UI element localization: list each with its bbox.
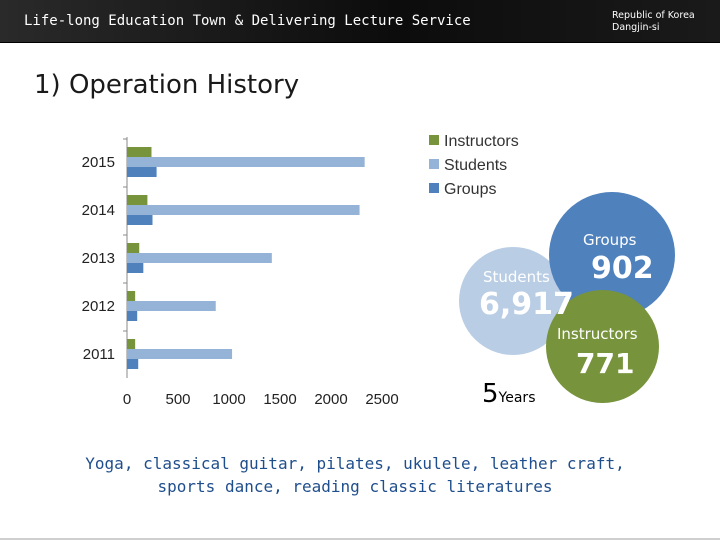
bottom-divider	[0, 538, 720, 540]
x-tick-label: 1000	[212, 391, 245, 408]
legend-label-instructors: Instructors	[444, 133, 519, 150]
bar-groups	[127, 167, 157, 177]
y-tick-label: 2015	[82, 154, 115, 171]
instructors-label: Instructors	[557, 325, 638, 343]
bar-instructors	[127, 339, 136, 349]
x-tick-label: 1500	[263, 391, 296, 408]
organization-country: Republic of Korea	[612, 10, 695, 21]
bar-students	[127, 205, 360, 215]
years-unit: Years	[498, 390, 536, 406]
section-title: 1) Operation History	[34, 70, 300, 100]
x-tick-label: 0	[123, 391, 131, 408]
bar-instructors	[127, 147, 152, 157]
header-title: Life-long Education Town & Delivering Le…	[24, 13, 471, 29]
organization-city: Dangjin-si	[612, 22, 660, 33]
years-label: 5Years	[482, 379, 535, 409]
legend-label-students: Students	[444, 157, 507, 174]
y-tick-label: 2013	[82, 250, 115, 267]
years-number: 5	[482, 379, 499, 409]
students-value: 6,917	[479, 287, 574, 322]
y-tick-label: 2012	[82, 298, 115, 315]
bar-groups	[127, 359, 139, 369]
header-bar: Life-long Education Town & Delivering Le…	[0, 0, 720, 43]
y-tick-label: 2014	[82, 202, 115, 219]
groups-label: Groups	[583, 231, 637, 249]
bar-instructors	[127, 243, 140, 253]
x-tick-label: 500	[165, 391, 190, 408]
legend-swatch-instructors	[429, 135, 439, 145]
caption-line-1: Yoga, classical guitar, pilates, ukulele…	[85, 454, 625, 473]
bar-groups	[127, 215, 153, 225]
y-tick-label: 2011	[83, 346, 115, 363]
bar-students	[127, 157, 365, 167]
bar-groups	[127, 311, 138, 321]
x-tick-label: 2500	[365, 391, 398, 408]
instructors-value: 771	[576, 347, 635, 380]
bar-instructors	[127, 195, 148, 205]
bar-students	[127, 349, 233, 359]
caption-line-2: sports dance, reading classic literature…	[157, 477, 553, 496]
groups-value: 902	[591, 251, 654, 286]
students-label: Students	[483, 268, 550, 286]
organization-label: Republic of Korea Dangjin-si	[612, 10, 695, 34]
bar-groups	[127, 263, 144, 273]
bar-instructors	[127, 291, 136, 301]
legend-swatch-groups	[429, 183, 439, 193]
bar-students	[127, 301, 216, 311]
legend-swatch-students	[429, 159, 439, 169]
bar-students	[127, 253, 272, 263]
instructors-circle	[546, 290, 659, 403]
program-caption: Yoga, classical guitar, pilates, ukulele…	[60, 452, 650, 498]
legend-label-groups: Groups	[444, 181, 496, 198]
x-tick-label: 2000	[314, 391, 347, 408]
